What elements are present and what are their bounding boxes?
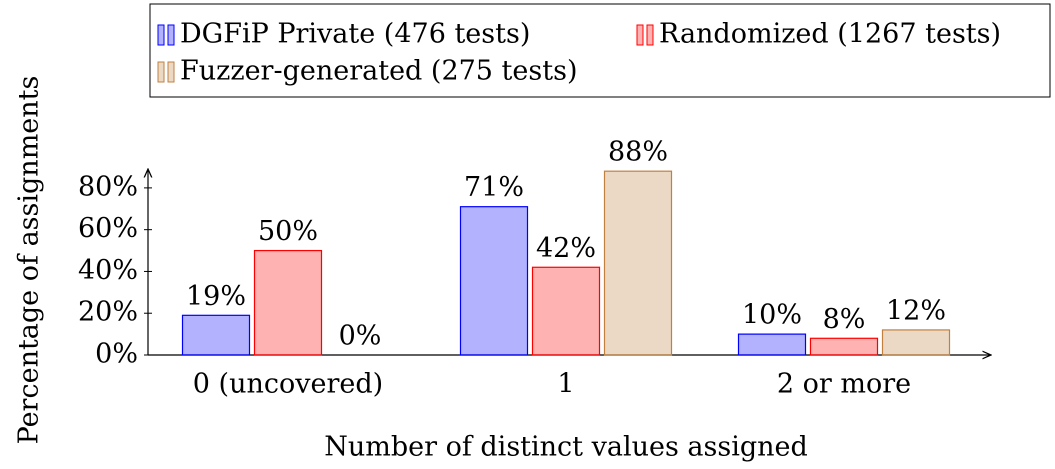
value-label: 50%	[258, 216, 318, 247]
bar	[737, 333, 807, 356]
legend-swatch	[646, 24, 654, 46]
y-axis-label: Percentage of assignments	[14, 76, 45, 445]
value-label: 19%	[186, 281, 246, 312]
legend-label: Fuzzer-generated (275 tests)	[180, 56, 578, 87]
y-tick-label: 40%	[78, 255, 138, 286]
x-tick-label: 0 (uncovered)	[193, 369, 383, 400]
x-tick-label: 2 or more	[777, 369, 911, 400]
bar	[253, 249, 323, 356]
value-label: 88%	[608, 137, 668, 168]
legend-label: DGFiP Private (476 tests)	[180, 19, 530, 50]
x-tick-label: 1	[557, 369, 574, 400]
y-tick-label: 0%	[95, 339, 138, 370]
bar	[459, 206, 529, 356]
legend-swatch	[167, 61, 175, 83]
bar	[881, 329, 951, 356]
bar	[603, 170, 673, 356]
x-axis-label: Number of distinct values assigned	[324, 432, 808, 463]
value-label: 12%	[886, 295, 946, 326]
bar	[181, 314, 251, 356]
value-label: 10%	[742, 300, 802, 331]
value-label: 8%	[823, 304, 866, 335]
bar	[809, 337, 879, 356]
legend-swatch	[157, 61, 165, 83]
legend-swatch	[167, 24, 175, 46]
value-label: 0%	[339, 321, 382, 352]
bar	[531, 266, 601, 356]
value-label: 42%	[536, 233, 596, 264]
legend-swatch	[157, 24, 165, 46]
value-label: 71%	[464, 172, 524, 203]
y-tick-label: 20%	[78, 297, 138, 328]
y-tick-label: 80%	[78, 171, 138, 202]
legend-label: Randomized (1267 tests)	[659, 19, 1001, 50]
legend-swatch	[636, 24, 644, 46]
legend-box	[149, 3, 1051, 98]
y-tick-label: 60%	[78, 213, 138, 244]
